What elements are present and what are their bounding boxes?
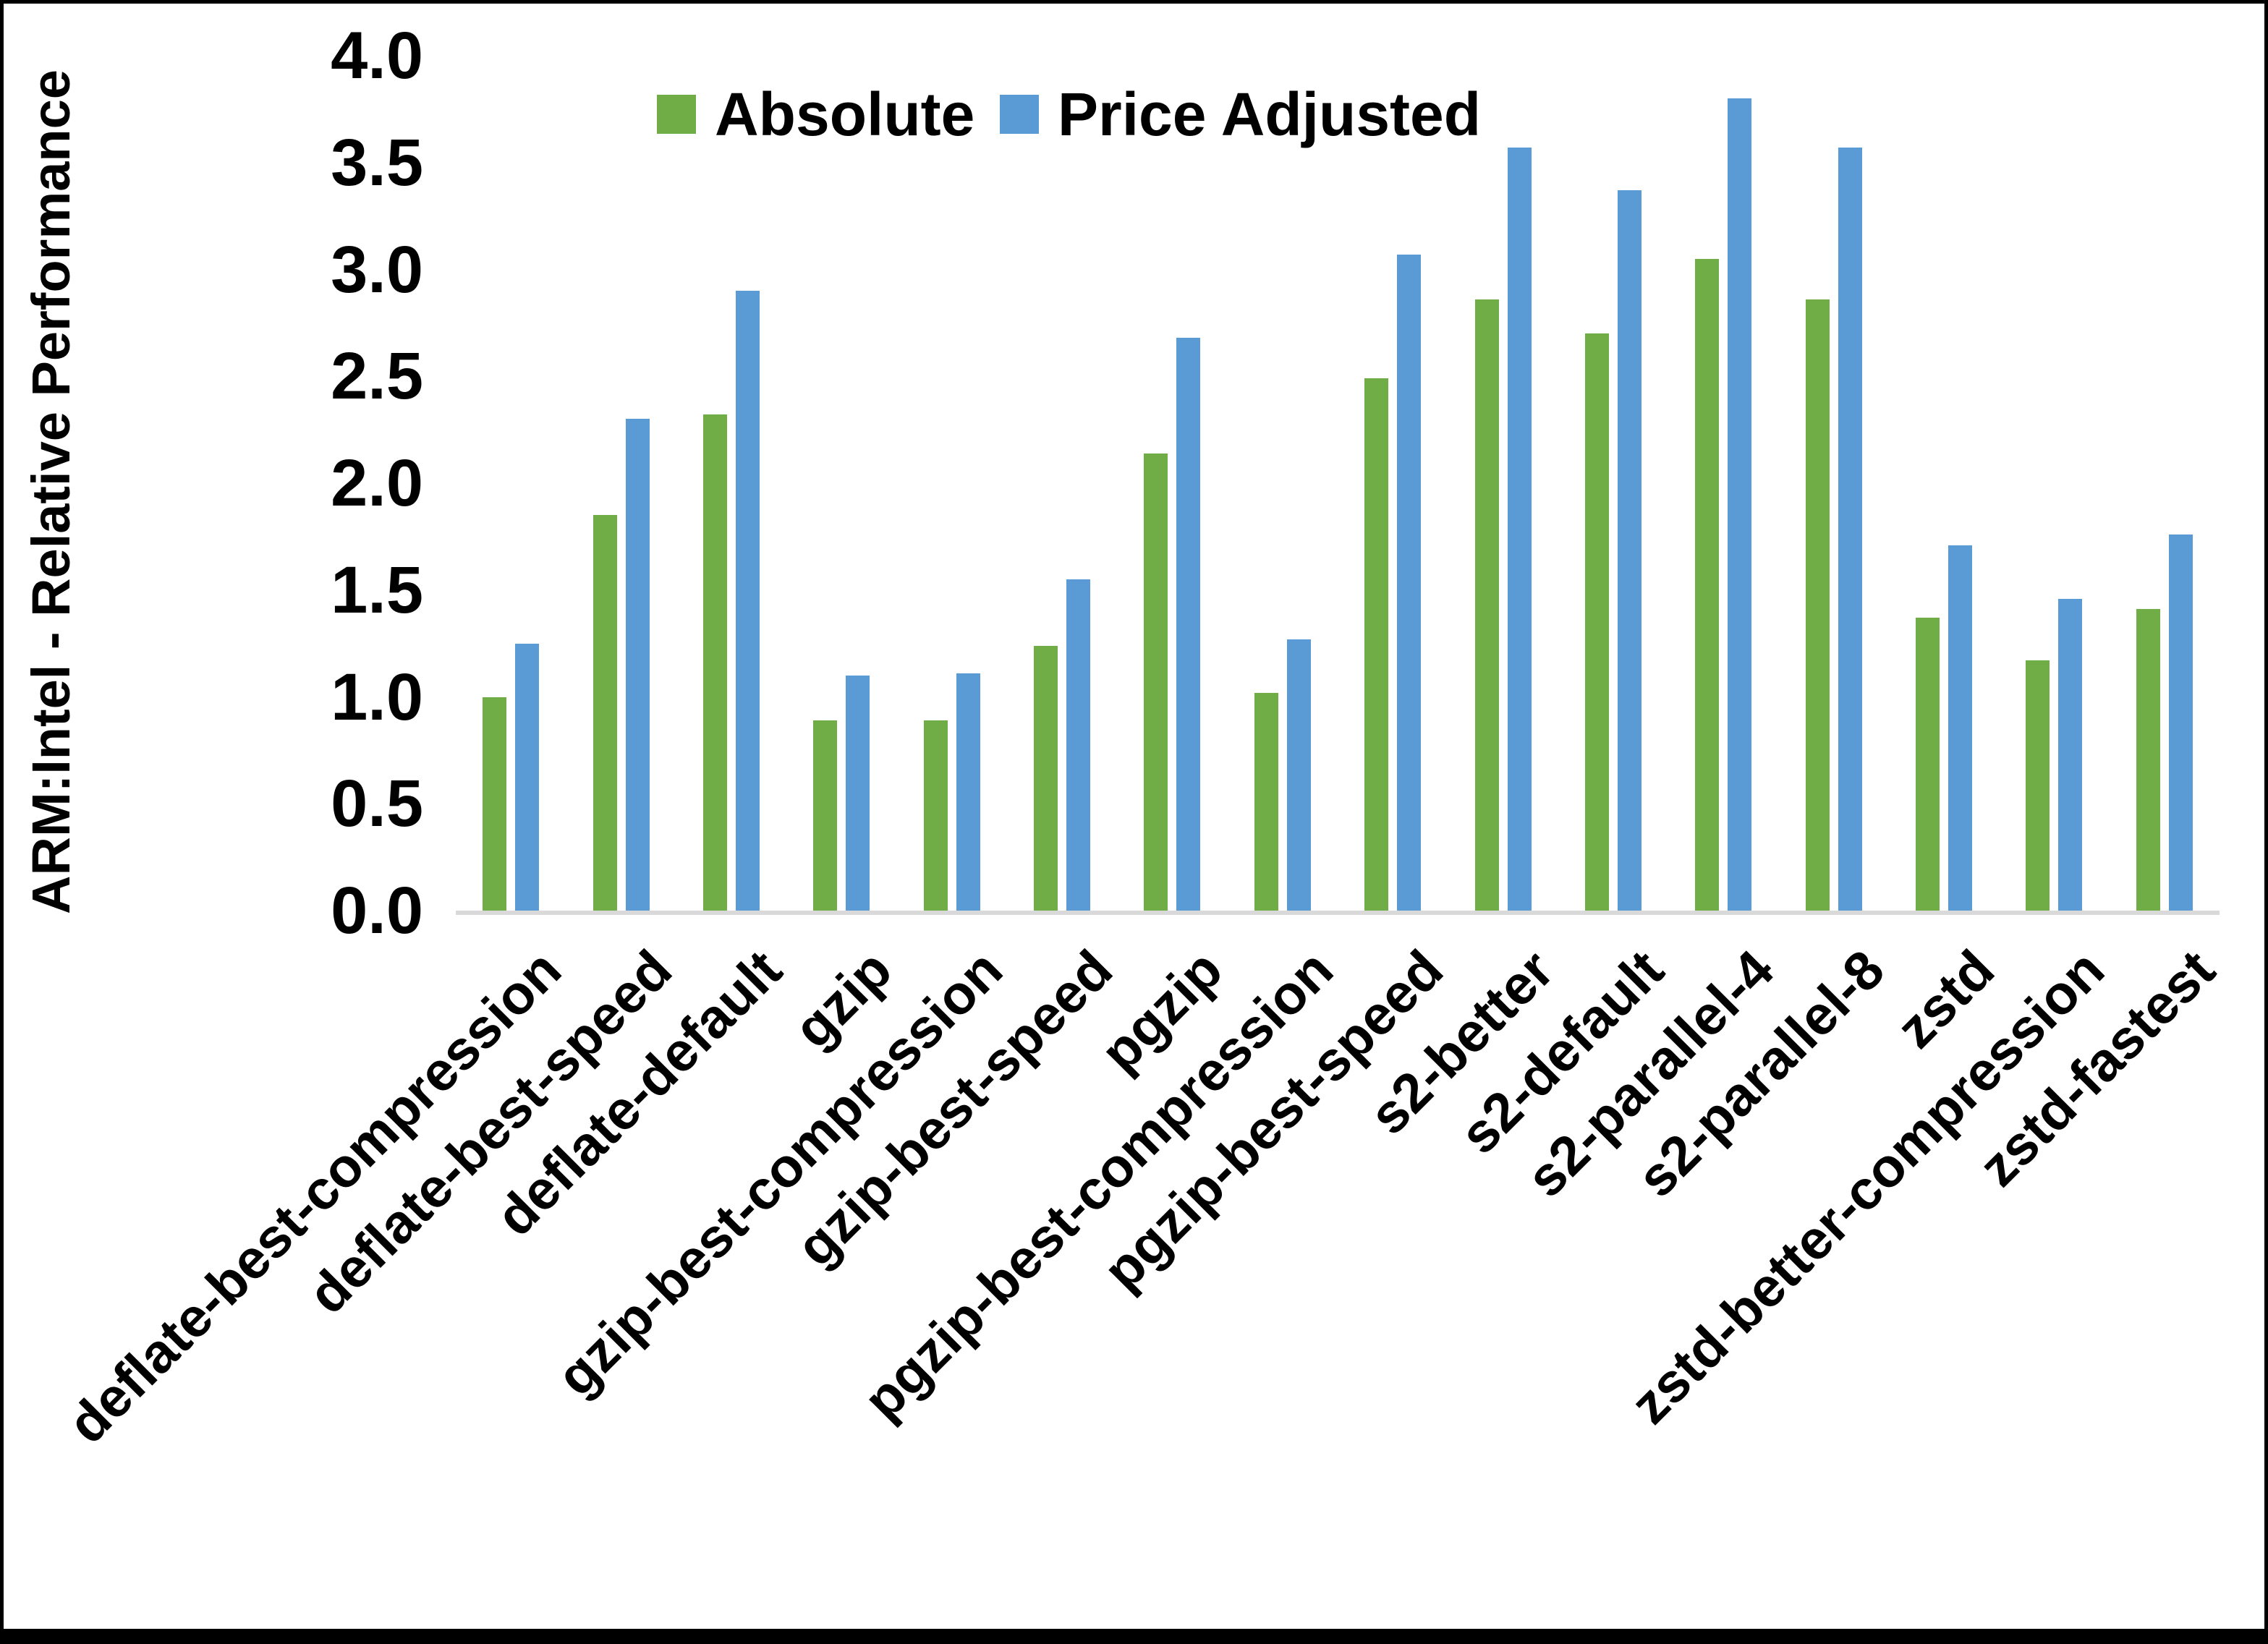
category-deflate-best-compression	[456, 56, 566, 911]
y-axis-title: ARM:Intel - Relative Performance	[21, 69, 81, 914]
bar-absolute-zstd-better-compression	[2026, 660, 2050, 911]
category-zstd-better-compression	[1999, 56, 2109, 911]
y-tick-4.0: 4.0	[331, 19, 423, 93]
frame-right-border	[2264, 0, 2268, 1644]
bar-absolute-s2-parallel-8	[1805, 299, 1830, 911]
legend-swatch-price-adjusted	[1000, 95, 1039, 134]
bar-price-adjusted-zstd-better-compression	[2058, 598, 2083, 911]
legend-item-absolute: Absolute	[657, 80, 975, 148]
bar-absolute-s2-better	[1474, 299, 1499, 911]
bar-price-adjusted-zstd-fastest	[2168, 534, 2193, 911]
category-s2-parallel-4	[1668, 56, 1778, 911]
bar-price-adjusted-zstd	[1948, 545, 1973, 911]
frame-top-border	[0, 0, 2268, 4]
category-pgzip-best-speed	[1338, 56, 1448, 911]
bar-absolute-deflate-best-compression	[483, 697, 507, 911]
y-tick-0.5: 0.5	[331, 767, 423, 841]
bar-price-adjusted-gzip-best-compression	[956, 673, 980, 911]
bar-price-adjusted-deflate-best-compression	[515, 643, 540, 911]
y-tick-3.0: 3.0	[331, 232, 423, 307]
y-tick-3.5: 3.5	[331, 125, 423, 200]
category-pgzip-best-compression	[1228, 56, 1338, 911]
bar-absolute-deflate-default	[702, 414, 727, 911]
bar-absolute-zstd	[1916, 618, 1940, 911]
bar-price-adjusted-s2-default	[1617, 190, 1641, 911]
frame-bottom-border	[0, 1629, 2268, 1644]
y-tick-2.5: 2.5	[331, 339, 423, 414]
bar-price-adjusted-s2-better	[1507, 148, 1532, 911]
y-tick-1.0: 1.0	[331, 660, 423, 734]
bar-price-adjusted-s2-parallel-8	[1838, 148, 1862, 911]
bar-absolute-deflate-best-speed	[593, 515, 617, 911]
bar-price-adjusted-deflate-best-speed	[625, 419, 650, 911]
category-gzip	[786, 56, 896, 911]
bar-absolute-s2-parallel-4	[1695, 258, 1720, 911]
category-gzip-best-compression	[897, 56, 1007, 911]
category-gzip-best-speed	[1007, 56, 1117, 911]
bar-price-adjusted-pgzip-best-speed	[1397, 254, 1422, 911]
bar-absolute-pgzip-best-compression	[1254, 692, 1278, 911]
legend-label-absolute: Absolute	[715, 80, 975, 148]
frame-left-border	[0, 0, 4, 1644]
bar-absolute-pgzip	[1144, 453, 1168, 911]
y-tick-2.0: 2.0	[331, 446, 423, 520]
category-deflate-default	[676, 56, 786, 911]
bar-absolute-s2-default	[1584, 333, 1609, 911]
bar-price-adjusted-gzip	[846, 675, 870, 911]
bar-price-adjusted-s2-parallel-4	[1728, 98, 1752, 911]
bar-price-adjusted-pgzip	[1176, 338, 1201, 911]
plot-area	[456, 56, 2220, 915]
legend-item-price-adjusted: Price Adjusted	[1000, 80, 1482, 148]
category-s2-better	[1448, 56, 1558, 911]
bar-absolute-pgzip-best-speed	[1364, 378, 1389, 911]
y-tick-1.5: 1.5	[331, 553, 423, 627]
category-s2-default	[1558, 56, 1668, 911]
bar-price-adjusted-gzip-best-speed	[1066, 579, 1091, 911]
bar-absolute-gzip-best-speed	[1034, 645, 1058, 911]
legend-label-price-adjusted: Price Adjusted	[1058, 80, 1482, 148]
category-pgzip	[1117, 56, 1227, 911]
bar-absolute-zstd-fastest	[2136, 609, 2160, 911]
category-zstd	[1889, 56, 1999, 911]
bar-price-adjusted-deflate-default	[735, 291, 760, 911]
category-deflate-best-speed	[566, 56, 676, 911]
category-zstd-fastest	[2110, 56, 2220, 911]
bar-price-adjusted-pgzip-best-compression	[1286, 639, 1311, 911]
category-s2-parallel-8	[1779, 56, 1889, 911]
bar-absolute-gzip-best-compression	[923, 720, 948, 911]
bar-absolute-gzip	[813, 720, 838, 911]
legend-swatch-absolute	[657, 95, 696, 134]
y-tick-0.0: 0.0	[331, 874, 423, 947]
